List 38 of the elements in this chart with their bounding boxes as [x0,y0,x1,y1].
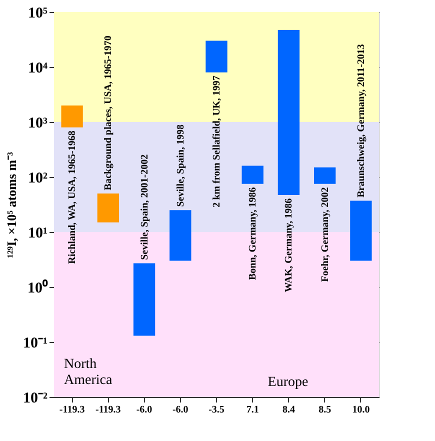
y-tick-label: 10⁵ [28,6,48,22]
y-tick-label: 10¹ [28,226,48,242]
y-tick-label: 10⁰ [28,278,48,296]
annotation: Braunschweig, Germany, 2011-2013 [356,44,367,198]
x-tick-label: -3.5 [208,404,224,416]
bar [170,210,192,261]
x-tick-label: 7.1 [246,404,259,416]
x-tick-label: -119.3 [96,404,121,416]
annotation: Europe [268,375,308,390]
y-tick-label: 10² [28,170,48,186]
bar [242,166,264,184]
y-tick-label: 10³ [28,116,48,132]
bar [314,167,336,184]
bar [206,40,228,72]
annotation: 2 km from Sellafield, UK, 1997 [212,76,222,208]
bar [97,194,119,222]
x-tick-label: -119.3 [59,404,85,416]
annotation: North America [64,357,113,388]
x-tick-label: -6.0 [136,404,152,416]
x-tick-label: -6.0 [172,404,188,416]
y-axis-title: ¹²⁹I, ×10⁵ atoms m⁻³ [4,152,20,258]
x-tick-label: 10.0 [352,404,370,416]
annotation: Richland, WA, USA, 1965-1968 [67,130,78,264]
bar [278,30,300,196]
y-tick-label: 10⁴ [28,60,48,76]
y-tick-label: 10⁻² [23,390,48,406]
x-tick-label: 8.4 [282,404,295,416]
bar [61,105,83,128]
annotation: Foehr, Germany, 2002 [320,187,331,282]
x-tick-label: 8.5 [318,404,332,416]
annotation: Seville, Spain, 1998 [175,124,186,207]
annotation: Seville, Spain, 2001-2002 [139,154,150,260]
y-tick-label: 10⁻¹ [23,336,48,352]
bar [350,200,372,261]
bar [133,263,156,336]
annotation: Background places, USA, 1965-1970 [103,36,114,190]
annotation: WAK, Germany, 1986 [284,198,295,292]
annotation: Bonn, Germany, 1986 [248,187,259,280]
